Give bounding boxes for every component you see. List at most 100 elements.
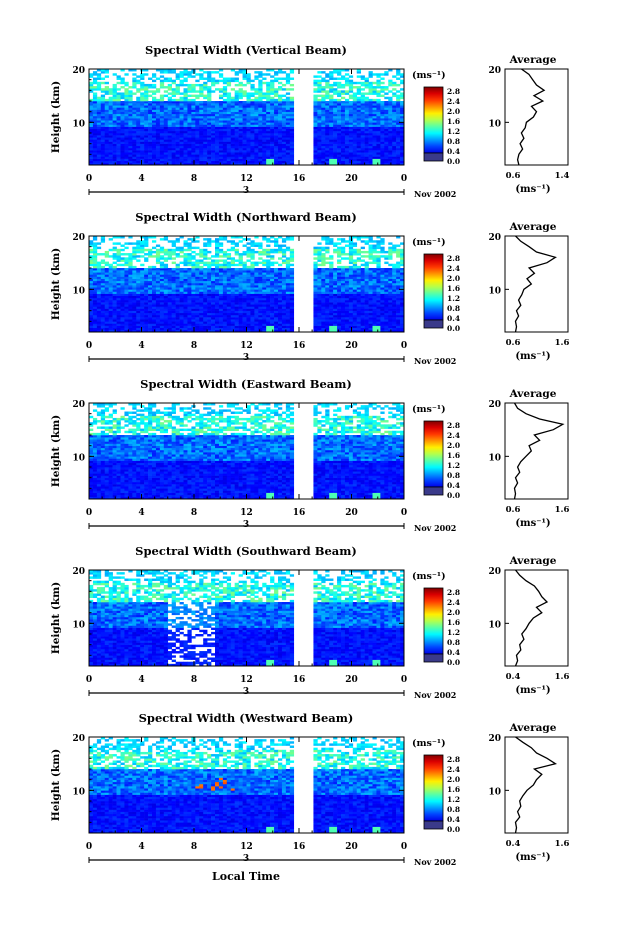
heatmap-cell: [108, 314, 113, 318]
heatmap-cell: [148, 94, 153, 98]
heatmap-cell: [187, 325, 192, 329]
heatmap-cell: [356, 81, 361, 85]
heatmap-cell: [274, 270, 279, 273]
heatmap-cell: [254, 317, 259, 320]
heatmap-cell: [400, 133, 405, 136]
heatmap-cell: [262, 113, 267, 117]
heatmap-cell: [289, 236, 295, 239]
heatmap-cell: [148, 147, 153, 151]
heatmap-cell: [392, 115, 397, 119]
heatmap-cell: [195, 162, 200, 166]
heatmap-cell: [400, 122, 405, 125]
heatmap-cell: [333, 137, 338, 140]
heatmap-cell: [274, 310, 279, 314]
heatmap-cell: [348, 147, 354, 151]
heatmap-cell: [344, 141, 350, 144]
heatmap-cell: [195, 287, 200, 290]
heatmap-cell: [187, 109, 192, 112]
heatmap-cell: [148, 139, 153, 142]
heatmap-cell: [104, 300, 109, 303]
heatmap-cell: [108, 272, 113, 275]
heatmap-cell: [266, 310, 271, 314]
heatmap-cell: [262, 325, 267, 329]
heatmap-cell: [254, 314, 259, 318]
heatmap-cell: [372, 160, 377, 164]
heatmap-cell: [230, 285, 235, 288]
heatmap-cell: [108, 297, 113, 301]
heatmap-cell: [179, 150, 184, 153]
heatmap-cell: [218, 79, 224, 83]
heatmap-cell: [313, 317, 318, 320]
heatmap-cell: [274, 314, 279, 318]
heatmap-cell: [238, 274, 243, 277]
heatmap-cell: [92, 321, 98, 324]
heatmap-cell: [344, 103, 350, 106]
heatmap-cell: [108, 128, 113, 132]
heatmap-cell: [136, 306, 141, 309]
heatmap-cell: [325, 145, 330, 149]
heatmap-cell: [281, 302, 287, 305]
heatmap-cell: [258, 128, 263, 132]
heatmap-cell: [388, 145, 393, 149]
heatmap-cell: [183, 293, 188, 297]
heatmap-cell: [89, 158, 94, 162]
heatmap-cell: [258, 246, 263, 250]
heatmap-cell: [195, 317, 200, 320]
heatmap-cell: [364, 107, 369, 110]
heatmap-cell: [148, 126, 153, 130]
heatmap-cell: [155, 272, 161, 275]
heatmap-cell: [262, 272, 267, 275]
heatmap-cell: [234, 109, 239, 112]
heatmap-cell: [195, 94, 200, 98]
heatmap-cell: [242, 162, 247, 166]
heatmap-cell: [341, 77, 346, 80]
heatmap-cell: [364, 156, 369, 159]
heatmap-cell: [120, 236, 125, 239]
heatmap-cell: [222, 327, 228, 331]
heatmap-cell: [230, 293, 235, 297]
heatmap-cell: [96, 158, 102, 162]
heatmap-cell: [199, 308, 204, 311]
heatmap-cell: [108, 141, 113, 144]
heatmap-cell: [262, 73, 267, 76]
heatmap-cell: [207, 128, 212, 132]
heatmap-cell: [116, 285, 121, 288]
heatmap-cell: [183, 268, 188, 271]
heatmap-cell: [163, 137, 169, 140]
heatmap-cell: [159, 310, 165, 314]
heatmap-cell: [171, 323, 176, 326]
heatmap-cell: [203, 310, 208, 314]
heatmap-cell: [270, 105, 275, 108]
heatmap-cell: [100, 319, 106, 322]
heatmap-cell: [230, 145, 235, 149]
heatmap-cell: [388, 107, 393, 110]
heatmap-cell: [100, 150, 106, 153]
heatmap-cell: [258, 113, 263, 117]
heatmap-cell: [132, 268, 137, 271]
heatmap-cell: [364, 162, 369, 166]
heatmap-cell: [285, 101, 291, 104]
heatmap-cell: [270, 291, 275, 294]
heatmap-cell: [364, 81, 369, 85]
heatmap-cell: [313, 113, 318, 117]
heatmap-cell: [348, 83, 354, 87]
heatmap-cell: [92, 128, 98, 132]
heatmap-cell: [380, 88, 385, 91]
heatmap-cell: [281, 152, 287, 155]
heatmap-cell: [187, 261, 192, 265]
heatmap-cell: [187, 248, 192, 252]
heatmap-cell: [360, 130, 365, 134]
heatmap-cell: [274, 287, 279, 290]
heatmap-cell: [207, 71, 212, 74]
heatmap-cell: [289, 120, 295, 123]
heatmap-cell: [159, 133, 165, 136]
heatmap-cell: [203, 143, 208, 147]
heatmap-cell: [89, 244, 94, 247]
heatmap-cell: [285, 321, 291, 324]
heatmap-cell: [285, 314, 291, 318]
heatmap-cell: [179, 317, 184, 320]
heatmap-cell: [136, 156, 141, 159]
heatmap-cell: [167, 270, 172, 273]
heatmap-cell: [285, 115, 291, 119]
heatmap-cell: [120, 81, 125, 85]
